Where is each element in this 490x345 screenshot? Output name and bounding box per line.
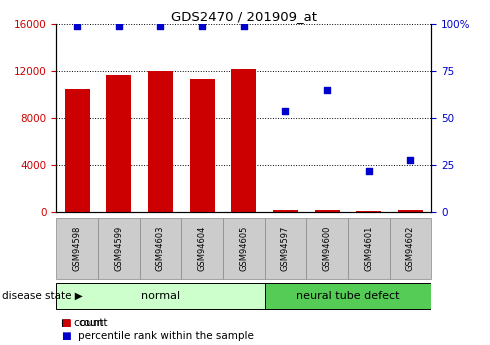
FancyBboxPatch shape	[181, 218, 223, 278]
Text: neural tube defect: neural tube defect	[296, 291, 400, 301]
Text: GSM94597: GSM94597	[281, 226, 290, 271]
Title: GDS2470 / 201909_at: GDS2470 / 201909_at	[171, 10, 317, 23]
Bar	[190, 79, 215, 212]
Text: ■ count: ■ count	[61, 318, 104, 327]
FancyBboxPatch shape	[265, 283, 431, 309]
Text: GSM94605: GSM94605	[239, 226, 248, 271]
Bar	[65, 89, 90, 212]
Point	[240, 23, 247, 29]
Bar	[148, 71, 173, 212]
Text: GSM94599: GSM94599	[114, 226, 123, 271]
Point	[406, 157, 414, 162]
Text: GSM94604: GSM94604	[197, 226, 207, 271]
Bar	[315, 210, 340, 212]
Text: percentile rank within the sample: percentile rank within the sample	[78, 332, 254, 341]
Point	[73, 23, 81, 29]
FancyBboxPatch shape	[56, 218, 98, 278]
Text: GSM94603: GSM94603	[156, 226, 165, 271]
Text: disease state ▶: disease state ▶	[2, 291, 83, 301]
Point	[115, 23, 122, 29]
Bar	[273, 210, 298, 212]
Bar	[356, 211, 381, 212]
FancyBboxPatch shape	[390, 218, 431, 278]
FancyBboxPatch shape	[223, 218, 265, 278]
Text: count: count	[78, 318, 108, 327]
Point	[323, 87, 331, 93]
Point	[156, 23, 164, 29]
Text: GSM94602: GSM94602	[406, 226, 415, 271]
FancyBboxPatch shape	[306, 218, 348, 278]
Point	[198, 23, 206, 29]
FancyBboxPatch shape	[56, 283, 265, 309]
Bar	[106, 75, 131, 212]
Text: ■: ■	[61, 332, 71, 341]
FancyBboxPatch shape	[265, 218, 306, 278]
Text: ■: ■	[61, 318, 71, 327]
Point	[365, 168, 372, 174]
Bar	[398, 210, 423, 212]
Text: normal: normal	[141, 291, 180, 301]
FancyBboxPatch shape	[140, 218, 181, 278]
FancyBboxPatch shape	[98, 218, 140, 278]
Text: GSM94601: GSM94601	[364, 226, 373, 271]
Text: GSM94598: GSM94598	[73, 226, 82, 271]
Point	[281, 108, 289, 114]
FancyBboxPatch shape	[348, 218, 390, 278]
Bar	[231, 69, 256, 212]
Text: GSM94600: GSM94600	[322, 226, 332, 271]
